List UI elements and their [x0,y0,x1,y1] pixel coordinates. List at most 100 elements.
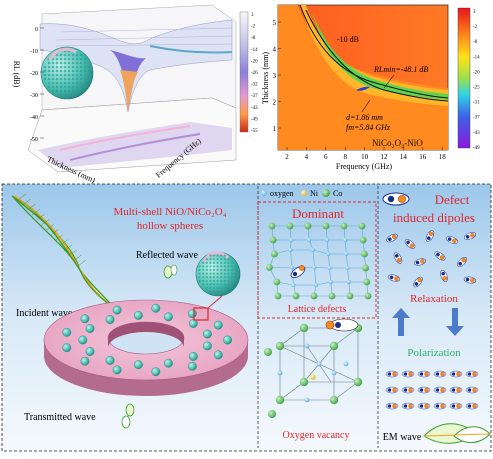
dipole-negative-charge [394,254,399,258]
ring-hollow-sphere [85,324,95,333]
aligned-dipole [465,402,479,410]
dipole-positive-charge [440,387,445,393]
dipole-positive-charge [392,371,397,377]
lattice-co-atom [268,222,276,230]
z-tick-label: -40 [30,115,38,121]
sphere-surface-dot [223,283,226,286]
contour-x-tick-label: 12 [381,153,389,161]
legend-dipole-negative [387,195,395,203]
wave-rung [27,203,36,211]
sphere-surface-dot [230,265,234,268]
polarization-label: Polarization [407,347,461,359]
sphere-surface-dot [63,65,67,69]
sphere-surface-dot [227,258,230,261]
sphere-surface-dot [51,69,55,73]
sphere-surface-dot [209,265,212,268]
sphere-surface-dot [212,268,216,272]
label-thickness: d=1.86 mm [346,113,383,122]
sphere-surface-dot [71,81,75,85]
lattice-bond [314,267,317,286]
ring-hollow-sphere [112,305,122,315]
dipole-positive-charge [424,387,429,393]
sphere-surface-dot [63,85,67,89]
sphere-surface-dot [59,57,63,61]
sphere-surface-dot [87,69,91,73]
zoom-line [207,295,223,309]
legend-ni: Ni [310,189,319,198]
cube-co-atom [353,377,363,387]
lattice-co-atom [292,292,300,300]
sphere-surface-dot [227,261,230,264]
lattice-co-atom [274,292,282,300]
random-dipole [425,230,435,242]
cube-co-atom [275,341,285,351]
colorbar-3d-tick-label: -2 [251,25,256,30]
dipole-negative-charge [406,240,410,245]
ring-hollow-sphere [85,347,95,356]
sphere-surface-dot [216,268,219,272]
sphere-surface-dot [202,272,205,275]
sphere-surface-dot [216,276,219,279]
sphere-surface-dot [209,268,212,272]
dipole-positive-charge [440,403,445,409]
enlarged-sphere-shell [202,251,230,263]
colorbar-3d [239,11,249,133]
z-tick-label: -50 [30,137,38,143]
sphere-surface-dot [220,258,223,261]
ring-hollow-sphere [187,361,197,371]
dipole-positive-charge [394,276,399,281]
enlarged-sphere-dots [198,254,237,293]
sphere-surface-dot [205,276,208,279]
sphere-surface-dot [212,276,216,279]
lattice-co-atom [310,292,318,300]
ring-hollow-sphere [213,350,223,360]
sphere-surface-dot [220,268,223,272]
sphere-surface-dot [227,276,230,279]
sphere-surface-dot [55,53,59,57]
lattice-oxygen-atom [344,252,349,256]
sphere-surface-dot [55,89,59,93]
arrow-down [446,308,464,336]
sphere-surface-dot [79,89,83,93]
contour-y-tick-label: 1 [273,125,277,133]
rlmin-arrow [383,74,395,89]
wave-rung [73,254,82,262]
vacancy-negative [335,322,341,328]
aligned-dipole [465,386,479,394]
dipole-negative-charge [403,372,408,376]
dominant-box [257,201,377,319]
ring-hollow-sphere [164,312,173,322]
arrow-up [392,308,410,336]
sphere-surface-dot [223,254,226,257]
sphere-surface-dot [216,258,219,261]
sphere-surface-dot [212,279,216,282]
sphere-surface-dot [223,268,226,272]
sphere-surface-dot [71,53,75,57]
incident-wave-green [13,197,121,313]
lattice-co-atom [304,222,312,230]
incident-wave-rungs [17,193,87,267]
sphere-surface-dot [79,77,83,81]
sphere-surface-dot [47,81,51,85]
ring-hollow-sphere [164,358,173,368]
wave-rung [17,193,27,201]
dipole-negative-charge [387,388,392,392]
sphere-surface-dot [71,61,75,65]
sphere-shell-cut [48,47,77,61]
aligned-dipole [449,386,463,394]
sphere-surface-dot [43,69,47,73]
panel-contour: -10 dB RLmin=-48.1 dB d=1.86 mm fm=5.84 … [261,4,480,171]
lattice-oxygen-atom [326,252,331,256]
ring-hollow-sphere [203,329,212,339]
sphere-surface-dot [55,81,59,85]
cube-co-atom [329,341,339,351]
lattice-bond [314,267,330,269]
ring-hollow-sphere [78,335,88,345]
sphere-surface-dot [212,272,216,275]
lattice-defects-label: Lattice defects [288,304,347,315]
random-dipole [440,270,448,282]
dipole-negative-charge [465,277,470,282]
lattice-oxygen-atom [311,248,315,252]
z-tick-label: -30 [30,93,38,99]
sphere-surface-dot [234,272,237,275]
